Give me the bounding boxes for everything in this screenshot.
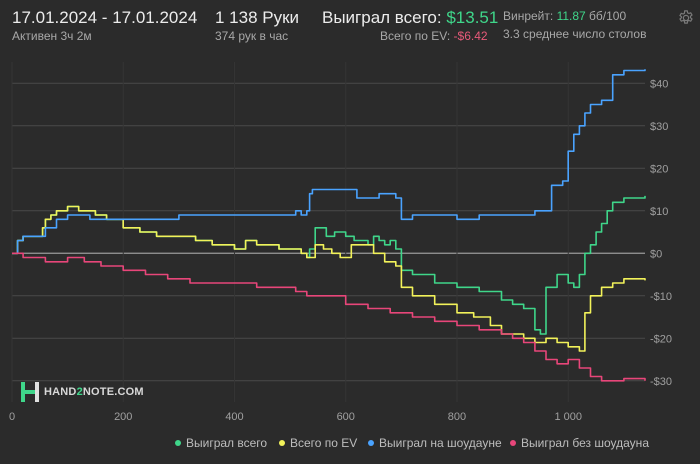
x-tick-label: 0 xyxy=(9,411,15,423)
date-range: 17.01.2024 - 17.01.2024 xyxy=(12,8,198,27)
total-ev: Всего по EV: -$6.42 xyxy=(380,29,488,43)
legend-label-non-showdown: Выиграл без шоудауна xyxy=(521,436,649,450)
x-tick-label: 200 xyxy=(114,411,132,423)
legend-label-showdown: Выиграл на шоудауне xyxy=(379,436,502,450)
y-tick-label: -$10 xyxy=(650,291,672,303)
winrate-value: 11.87 xyxy=(556,9,586,23)
y-tick-label: -$20 xyxy=(650,333,672,345)
y-tick-label: $0 xyxy=(650,248,662,260)
legend-label-ev: Всего по EV xyxy=(290,436,358,450)
avg-tables: 3.3 среднее число столов xyxy=(503,27,647,41)
y-tick-label: $30 xyxy=(650,121,668,133)
hands-count: 1 138 Руки xyxy=(215,8,300,27)
series-line-3 xyxy=(12,252,646,382)
axes: $40 $30 $20 $10 $0 -$10 -$20 -$30 0 200 400 600 800 1… xyxy=(9,78,672,423)
series-lines xyxy=(12,69,646,382)
y-tick-label: $40 xyxy=(650,78,668,90)
total-ev-label: Всего по EV: xyxy=(380,29,451,43)
legend-dot-pink xyxy=(510,440,516,446)
grid xyxy=(11,62,645,402)
y-tick-label: $20 xyxy=(650,163,668,175)
x-tick-label: 600 xyxy=(337,411,355,423)
x-tick-label: 800 xyxy=(448,411,466,423)
total-won-value: $13.51 xyxy=(446,8,499,27)
series-line-2 xyxy=(12,69,646,255)
total-won-label: Выиграл всего: xyxy=(322,8,442,27)
hand2note-logo-icon xyxy=(21,382,39,402)
series-line-1 xyxy=(12,205,646,352)
settings-button[interactable] xyxy=(676,8,696,28)
legend-dot-yellow xyxy=(279,440,285,446)
winrate: Винрейт: 11.87 бб/100 xyxy=(503,9,626,23)
legend-item-non-showdown[interactable]: Выиграл без шоудауна xyxy=(510,436,649,450)
hands-per-hour: 374 рук в час xyxy=(215,29,289,43)
gear-icon xyxy=(679,10,693,24)
winrate-label: Винрейт: xyxy=(503,9,554,23)
active-duration: Активен 3ч 2м xyxy=(12,29,92,43)
winrate-unit: бб/100 xyxy=(589,9,627,23)
legend-label-won: Выиграл всего xyxy=(186,436,268,450)
hand2note-logo: HAND2NOTE.COM xyxy=(20,381,144,403)
legend-item-ev[interactable]: Всего по EV xyxy=(279,436,357,450)
total-won: Выиграл всего: $13.51 xyxy=(322,8,498,28)
y-tick-label: -$30 xyxy=(650,376,672,388)
y-tick-label: $10 xyxy=(650,206,668,218)
total-ev-value: -$6.42 xyxy=(453,29,488,43)
x-tick-label: 1 000 xyxy=(554,411,582,423)
legend-dot-blue xyxy=(368,440,374,446)
legend-dot-green xyxy=(175,440,181,446)
legend-item-won[interactable]: Выиграл всего xyxy=(175,436,267,450)
x-tick-label: 400 xyxy=(225,411,243,423)
logo-text: HAND2NOTE.COM xyxy=(44,386,144,398)
legend-item-showdown[interactable]: Выиграл на шоудауне xyxy=(368,436,502,450)
